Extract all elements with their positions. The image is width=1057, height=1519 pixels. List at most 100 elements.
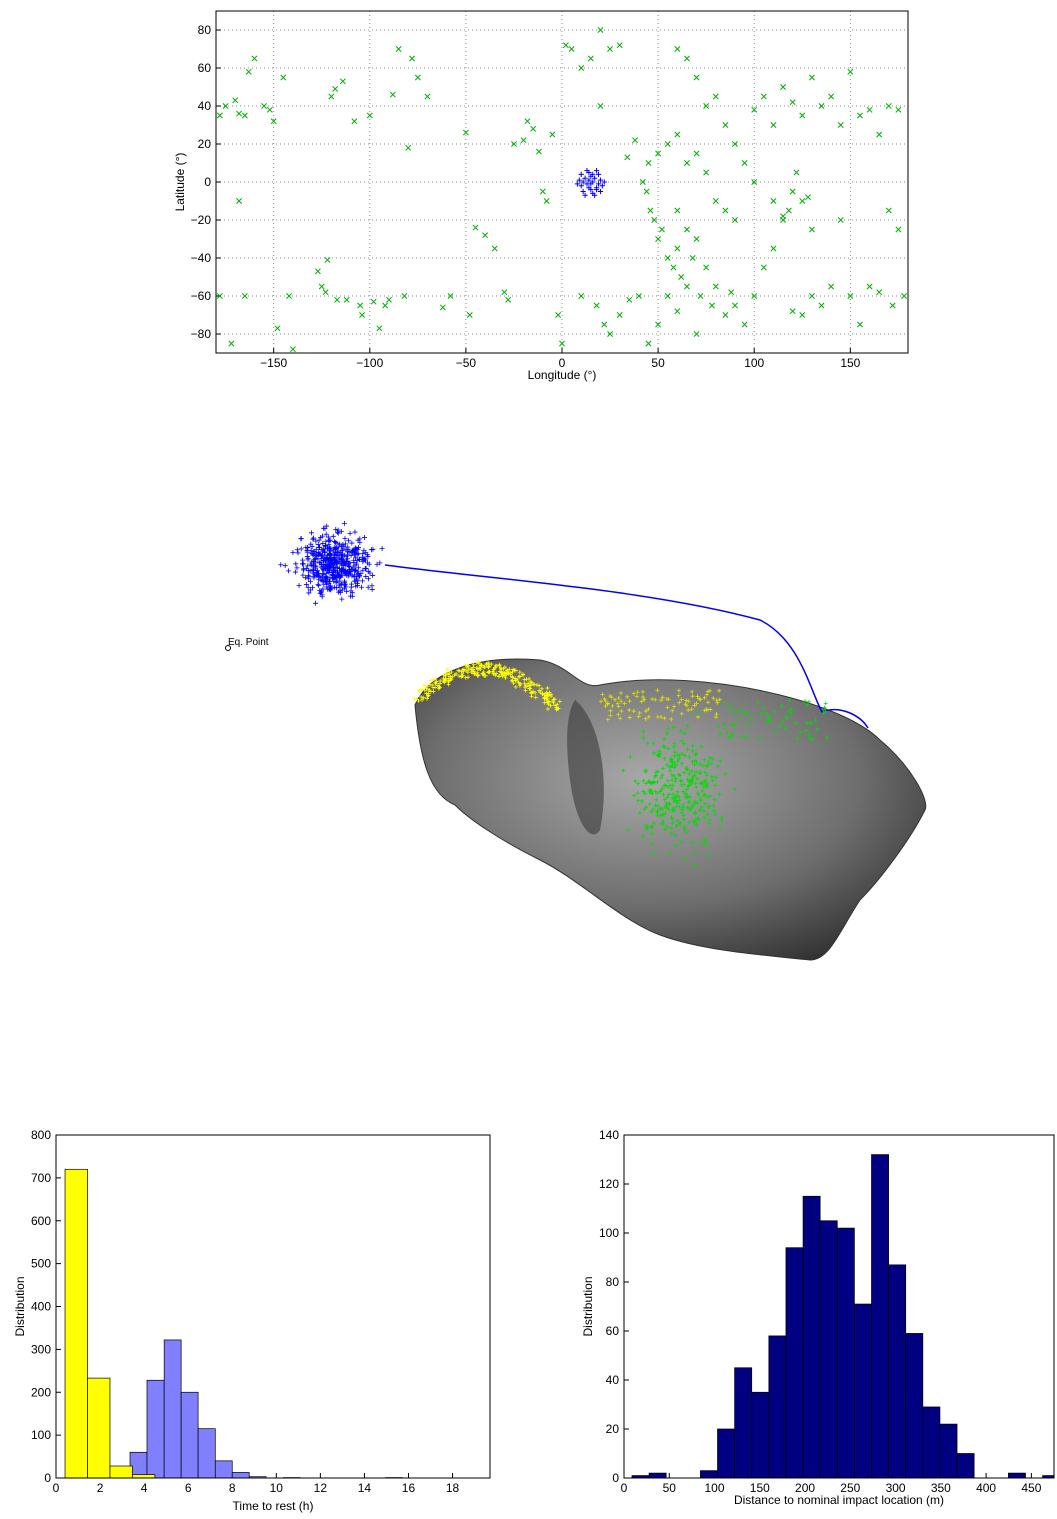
decor-point [425, 696, 430, 701]
point [578, 183, 584, 189]
decor-point [760, 706, 765, 711]
decor-point [549, 694, 554, 699]
decor-point [713, 775, 718, 780]
point [386, 296, 392, 303]
y-tick-label: 0 [44, 1471, 51, 1485]
decor-point [694, 769, 699, 774]
decor-point [690, 743, 695, 748]
decor-point [305, 563, 311, 569]
point [697, 293, 704, 299]
decor-point [672, 704, 677, 709]
point [339, 78, 346, 85]
decor-point [632, 793, 637, 798]
decor-point [343, 567, 349, 573]
point [847, 68, 854, 75]
decor-point [703, 770, 708, 775]
decor-point [667, 851, 672, 856]
decor-point [694, 785, 699, 790]
decor-point [809, 721, 814, 726]
decor-point [698, 807, 703, 812]
decor-point [681, 789, 686, 794]
point [856, 112, 863, 119]
decor-point [333, 579, 339, 585]
decor-point [337, 560, 343, 566]
decor-point [644, 805, 649, 810]
decor-point [339, 571, 345, 577]
decor-point [789, 707, 794, 712]
eq-point-marker [225, 645, 231, 651]
decor-point [693, 810, 698, 815]
decor-point [710, 756, 715, 761]
decor-point [685, 856, 690, 861]
decor-point [679, 761, 684, 766]
point [799, 312, 806, 318]
decor-point [692, 758, 697, 763]
decor-point [637, 711, 642, 716]
decor-point [773, 728, 778, 733]
decor-point [679, 697, 684, 702]
decor-point [446, 680, 451, 685]
decor-point [669, 831, 674, 836]
decor-point [510, 669, 515, 674]
decor-point [347, 567, 353, 573]
point [624, 154, 631, 161]
decor-point [463, 675, 468, 680]
decor-point [711, 808, 716, 813]
point [895, 106, 902, 113]
decor-point [341, 520, 347, 526]
decor-point [687, 783, 692, 788]
point [645, 160, 652, 166]
decor-point [666, 784, 671, 789]
point [584, 181, 590, 187]
decor-point [313, 546, 319, 552]
decor-point [510, 675, 515, 680]
point [674, 245, 681, 252]
decor-point [636, 798, 641, 803]
decor-point [296, 583, 302, 589]
decor-point [660, 695, 665, 700]
decor-point [424, 686, 429, 691]
decor-point [377, 560, 383, 566]
decor-point [667, 764, 672, 769]
point [693, 331, 700, 337]
x-tick-label: 14 [358, 1481, 372, 1495]
decor-point [687, 795, 692, 800]
decor-point [528, 683, 533, 688]
decor-point [315, 581, 321, 587]
decor-point [675, 800, 680, 805]
decor-point [338, 557, 344, 563]
decor-point [707, 804, 712, 809]
decor-point [717, 697, 722, 702]
decor-point [520, 672, 525, 677]
point [447, 293, 454, 299]
decor-point [648, 787, 653, 792]
decor-point [692, 703, 697, 708]
point [228, 340, 235, 347]
decor-point [764, 711, 769, 716]
decor-point [369, 586, 375, 592]
decor-point [681, 782, 686, 787]
decor-point [336, 544, 342, 550]
decor-point [640, 689, 645, 694]
decor-point [657, 749, 662, 754]
decor-point [329, 576, 335, 582]
decor-point [419, 687, 424, 692]
decor-point [766, 714, 771, 719]
x-tick-label: 16 [402, 1481, 416, 1495]
decor-point [605, 702, 610, 707]
decor-point [644, 781, 649, 786]
decor-point [685, 723, 690, 728]
decor-point [602, 696, 607, 701]
decor-point [507, 667, 512, 672]
decor-point [298, 536, 304, 542]
bar [1008, 1472, 1026, 1478]
decor-point [639, 699, 644, 704]
decor-point [813, 718, 818, 723]
decor-point [365, 576, 371, 582]
decor-point [294, 547, 300, 553]
decor-point [322, 526, 328, 532]
x-tick-label: 0 [53, 1481, 60, 1495]
decor-point [670, 708, 675, 713]
decor-point [319, 533, 325, 539]
